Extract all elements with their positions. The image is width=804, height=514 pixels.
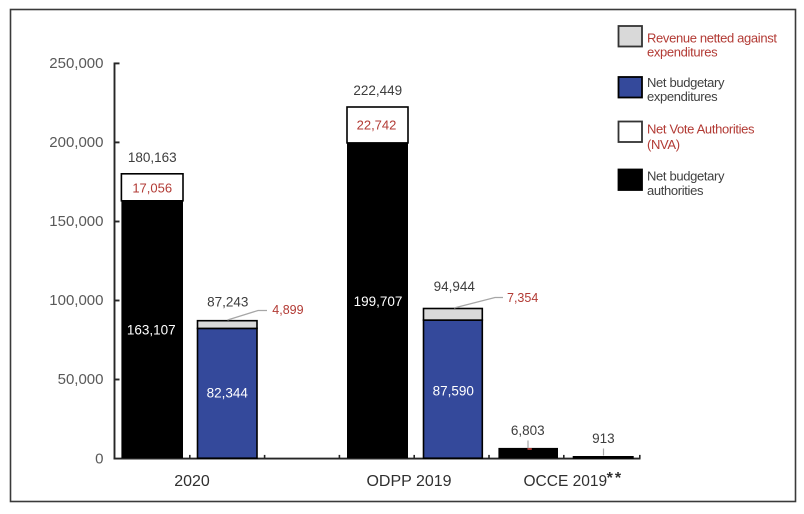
svg-text:ODPP 2019: ODPP 2019: [366, 473, 451, 490]
svg-text:Net budgetary: Net budgetary: [647, 169, 725, 184]
svg-text:913: 913: [592, 431, 615, 446]
svg-text:222,449: 222,449: [353, 83, 402, 98]
svg-text:(NVA): (NVA): [647, 137, 680, 152]
svg-text:**: **: [607, 470, 623, 487]
svg-text:50,000: 50,000: [58, 371, 104, 388]
svg-text:82,344: 82,344: [207, 385, 249, 400]
svg-text:Net budgetary: Net budgetary: [647, 75, 725, 90]
svg-text:17,056: 17,056: [132, 181, 172, 196]
svg-text:100,000: 100,000: [49, 292, 103, 309]
svg-text:22,742: 22,742: [357, 117, 397, 132]
svg-text:Revenue netted against: Revenue netted against: [647, 30, 777, 45]
svg-text:180,163: 180,163: [128, 150, 177, 165]
svg-text:expenditures: expenditures: [647, 44, 718, 59]
svg-text:87,243: 87,243: [207, 295, 248, 310]
svg-text:199,707: 199,707: [354, 294, 403, 309]
svg-text:250,000: 250,000: [49, 55, 103, 72]
svg-text:2020: 2020: [174, 473, 210, 490]
svg-text:Net Vote Authorities: Net Vote Authorities: [647, 122, 755, 137]
svg-text:expenditures: expenditures: [647, 89, 718, 104]
svg-text:0: 0: [95, 451, 103, 468]
svg-text:OCCE 2019: OCCE 2019: [524, 473, 608, 490]
svg-text:7,354: 7,354: [507, 291, 538, 305]
svg-text:200,000: 200,000: [49, 134, 103, 151]
svg-text:6,803: 6,803: [511, 423, 545, 438]
svg-text:authorities: authorities: [647, 183, 704, 198]
svg-text:163,107: 163,107: [127, 323, 176, 338]
svg-text:87,590: 87,590: [433, 384, 474, 399]
svg-text:4,899: 4,899: [272, 303, 303, 317]
svg-text:94,944: 94,944: [434, 279, 476, 294]
svg-text:150,000: 150,000: [49, 213, 103, 230]
